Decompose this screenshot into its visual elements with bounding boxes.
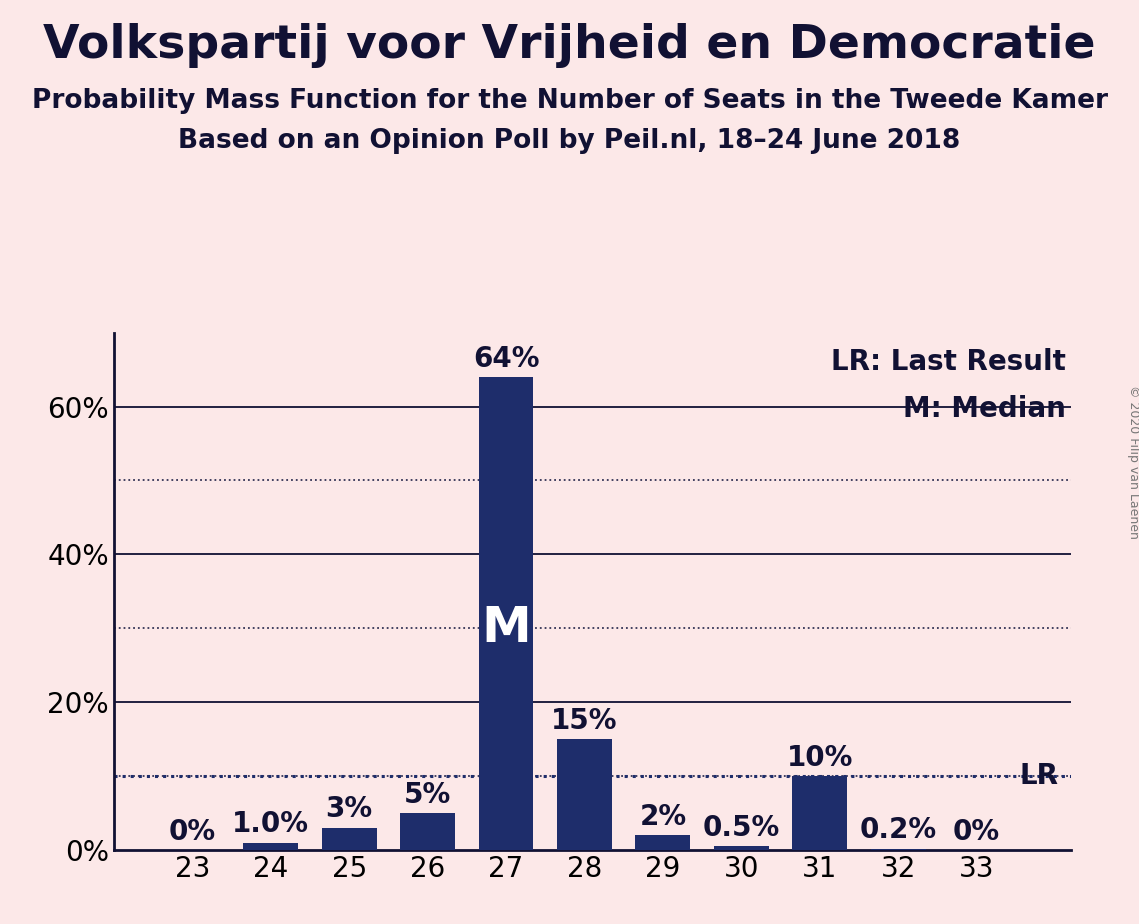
Text: 64%: 64% (473, 345, 539, 372)
Text: 1.0%: 1.0% (232, 810, 310, 838)
Bar (321, 828, 377, 850)
Text: © 2020 Filip van Laenen: © 2020 Filip van Laenen (1126, 385, 1139, 539)
Text: Based on an Opinion Poll by Peil.nl, 18–24 June 2018: Based on an Opinion Poll by Peil.nl, 18–… (179, 128, 960, 153)
Text: 5%: 5% (404, 781, 451, 808)
Bar (478, 377, 533, 850)
Text: 3%: 3% (326, 796, 372, 823)
Bar (557, 739, 612, 850)
Bar (714, 846, 769, 850)
Bar (244, 843, 298, 850)
Bar (400, 813, 456, 850)
Text: LR: LR (1019, 762, 1058, 790)
Text: 10%: 10% (787, 744, 853, 772)
Text: 2%: 2% (639, 803, 687, 831)
Bar (636, 835, 690, 850)
Bar (870, 848, 926, 850)
Bar (793, 776, 847, 850)
Text: 0.2%: 0.2% (860, 816, 936, 845)
Text: M: Median: M: Median (903, 395, 1066, 423)
Text: M: M (481, 604, 531, 652)
Text: 0%: 0% (169, 818, 216, 845)
Text: Volkspartij voor Vrijheid en Democratie: Volkspartij voor Vrijheid en Democratie (43, 23, 1096, 68)
Text: Probability Mass Function for the Number of Seats in the Tweede Kamer: Probability Mass Function for the Number… (32, 88, 1107, 114)
Text: 0.5%: 0.5% (703, 814, 780, 842)
Text: 0%: 0% (953, 818, 1000, 845)
Text: 15%: 15% (551, 707, 617, 735)
Text: LR: Last Result: LR: Last Result (831, 348, 1066, 376)
